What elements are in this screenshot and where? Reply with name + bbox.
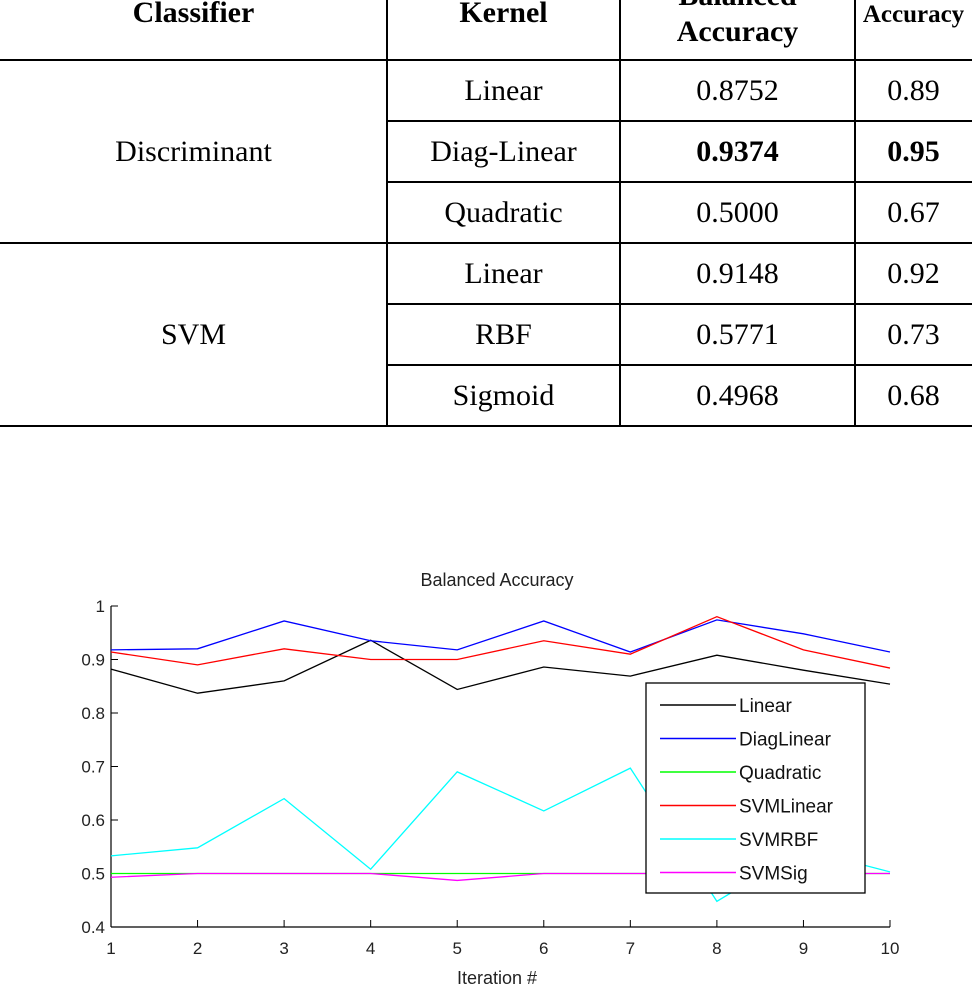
legend-label: DiagLinear bbox=[739, 730, 832, 751]
y-tick-label: 0.6 bbox=[81, 811, 105, 830]
accuracy-cell: 0.67 bbox=[887, 195, 940, 229]
classifier-cell: Discriminant bbox=[115, 134, 272, 168]
balanced-accuracy-cell: 0.5771 bbox=[696, 317, 779, 351]
chart-legend: Linear DiagLinear Quadratic SVMLinear SVMRBF… bbox=[645, 682, 866, 894]
x-tick-label: 3 bbox=[279, 939, 288, 958]
balanced-accuracy-cell: 0.5000 bbox=[696, 195, 779, 229]
kernel-cell: Linear bbox=[464, 256, 543, 290]
balanced-accuracy-chart: Balanced Accuracy Iteration # 0.4 0.5 0.6 0… bbox=[81, 570, 900, 988]
table-rule bbox=[0, 425, 972, 427]
header-classifier: Classifier bbox=[132, 0, 255, 29]
legend-box bbox=[645, 682, 866, 894]
balanced-accuracy-cell: 0.8752 bbox=[696, 73, 779, 107]
legend-label: SVMRBF bbox=[739, 830, 818, 851]
x-tick-label: 6 bbox=[539, 939, 548, 958]
accuracy-cell: 0.89 bbox=[887, 73, 940, 107]
header-balanced-accuracy: Accuracy bbox=[676, 15, 799, 48]
x-tick-label: 5 bbox=[452, 939, 461, 958]
table-rule bbox=[387, 364, 972, 366]
series-line-svmlinear bbox=[110, 615, 891, 669]
x-tick-label: 8 bbox=[712, 939, 721, 958]
table-column-rule bbox=[854, 0, 856, 427]
header-accuracy: Accuracy bbox=[862, 1, 965, 28]
table-rule bbox=[387, 120, 972, 122]
x-tick-label: 4 bbox=[366, 939, 375, 958]
x-tick-label: 1 bbox=[106, 939, 115, 958]
y-tick-label: 0.8 bbox=[81, 704, 105, 723]
y-tick-label: 0.9 bbox=[81, 651, 105, 670]
x-axis-label: Iteration # bbox=[457, 968, 537, 988]
balanced-accuracy-cell: 0.4968 bbox=[696, 378, 779, 412]
series-line-diaglinear bbox=[110, 619, 891, 653]
chart-title: Balanced Accuracy bbox=[420, 570, 573, 590]
header-balanced: Balanced bbox=[620, 0, 855, 13]
accuracy-cell: 0.92 bbox=[887, 256, 940, 290]
y-tick-label: 0.5 bbox=[81, 865, 105, 884]
legend-label: Linear bbox=[739, 696, 792, 717]
x-tick-label: 9 bbox=[799, 939, 808, 958]
x-tick-label: 7 bbox=[626, 939, 635, 958]
table-rule bbox=[0, 242, 972, 244]
balanced-accuracy-cell: 0.9374 bbox=[696, 134, 779, 168]
table-column-rule bbox=[386, 0, 388, 427]
header-kernel: Kernel bbox=[459, 0, 548, 29]
accuracy-cell: 0.68 bbox=[887, 378, 940, 412]
x-tick-label: 2 bbox=[193, 939, 202, 958]
y-tick-label: 1 bbox=[96, 597, 105, 616]
legend-label: SVMLinear bbox=[739, 797, 834, 818]
x-tick-label: 10 bbox=[881, 939, 900, 958]
legend-label: Quadratic bbox=[739, 763, 821, 784]
table-rule bbox=[387, 303, 972, 305]
kernel-cell: RBF bbox=[475, 317, 532, 351]
legend-label: SVMSig bbox=[739, 864, 808, 885]
accuracy-cell: 0.95 bbox=[887, 134, 940, 168]
results-table: Classifier Kernel Balanced Accuracy Accu… bbox=[0, 0, 972, 430]
table-rule bbox=[0, 59, 972, 61]
kernel-cell: Diag-Linear bbox=[430, 134, 577, 168]
series-line-linear bbox=[110, 639, 891, 694]
table-rule bbox=[387, 181, 972, 183]
kernel-cell: Quadratic bbox=[444, 195, 563, 229]
balanced-accuracy-cell: 0.9148 bbox=[696, 256, 779, 290]
y-tick-label: 0.7 bbox=[81, 758, 105, 777]
accuracy-cell: 0.73 bbox=[887, 317, 940, 351]
table-column-rule bbox=[619, 0, 621, 427]
y-tick-label: 0.4 bbox=[81, 918, 105, 937]
classifier-cell: SVM bbox=[160, 317, 227, 351]
kernel-cell: Sigmoid bbox=[452, 378, 555, 412]
kernel-cell: Linear bbox=[464, 73, 543, 107]
